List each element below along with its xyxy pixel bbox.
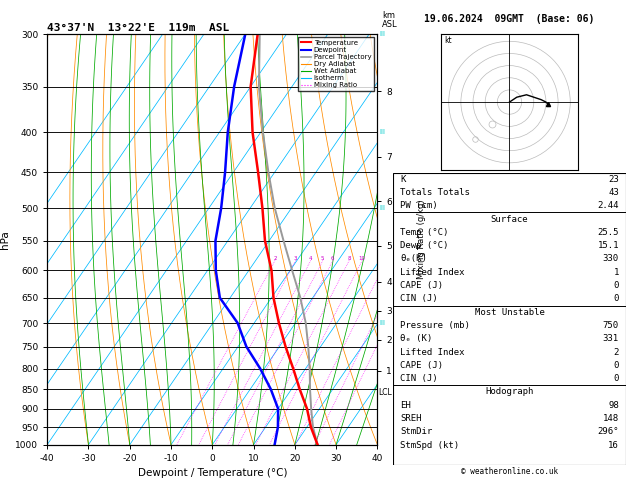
Text: PW (cm): PW (cm) <box>400 201 438 210</box>
Text: LCL: LCL <box>379 388 392 397</box>
Text: lll: lll <box>379 320 386 326</box>
Text: 331: 331 <box>603 334 619 343</box>
Text: K: K <box>400 174 406 184</box>
Text: km
ASL: km ASL <box>382 11 398 29</box>
Text: CAPE (J): CAPE (J) <box>400 361 443 370</box>
Text: θₑ(K): θₑ(K) <box>400 255 427 263</box>
Text: Temp (°C): Temp (°C) <box>400 228 448 237</box>
Text: Lifted Index: Lifted Index <box>400 268 465 277</box>
Text: CAPE (J): CAPE (J) <box>400 281 443 290</box>
Text: SREH: SREH <box>400 414 421 423</box>
Text: 750: 750 <box>603 321 619 330</box>
Text: 1: 1 <box>613 268 619 277</box>
Text: kt: kt <box>444 36 452 46</box>
Text: 15.1: 15.1 <box>598 241 619 250</box>
Text: 2: 2 <box>273 256 277 260</box>
X-axis label: Dewpoint / Temperature (°C): Dewpoint / Temperature (°C) <box>138 469 287 478</box>
Text: Lifted Index: Lifted Index <box>400 347 465 357</box>
Text: 43°37'N  13°22'E  119m  ASL: 43°37'N 13°22'E 119m ASL <box>47 23 230 33</box>
Legend: Temperature, Dewpoint, Parcel Trajectory, Dry Adiabat, Wet Adiabat, Isotherm, Mi: Temperature, Dewpoint, Parcel Trajectory… <box>298 37 374 90</box>
Text: 148: 148 <box>603 414 619 423</box>
Text: 0: 0 <box>613 374 619 383</box>
Text: 25.5: 25.5 <box>598 228 619 237</box>
Text: 0: 0 <box>613 281 619 290</box>
Text: EH: EH <box>400 401 411 410</box>
Text: 5: 5 <box>321 256 325 260</box>
Text: 2: 2 <box>613 347 619 357</box>
Text: 2.44: 2.44 <box>598 201 619 210</box>
Text: 43: 43 <box>608 188 619 197</box>
Text: Most Unstable: Most Unstable <box>474 308 545 317</box>
Text: lll: lll <box>379 129 386 135</box>
Text: 10: 10 <box>359 256 365 260</box>
Text: 0: 0 <box>613 361 619 370</box>
Text: Totals Totals: Totals Totals <box>400 188 470 197</box>
Text: θₑ (K): θₑ (K) <box>400 334 432 343</box>
Text: 296°: 296° <box>598 427 619 436</box>
Text: 23: 23 <box>608 174 619 184</box>
Text: 4: 4 <box>309 256 313 260</box>
Text: StmDir: StmDir <box>400 427 432 436</box>
Text: 0: 0 <box>613 295 619 303</box>
Text: 6: 6 <box>331 256 335 260</box>
Text: 98: 98 <box>608 401 619 410</box>
Text: lll: lll <box>379 31 386 37</box>
Text: 8: 8 <box>347 256 351 260</box>
Y-axis label: hPa: hPa <box>0 230 9 249</box>
Text: 330: 330 <box>603 255 619 263</box>
Text: lll: lll <box>379 205 386 211</box>
Text: © weatheronline.co.uk: © weatheronline.co.uk <box>461 467 558 476</box>
Text: Dewp (°C): Dewp (°C) <box>400 241 448 250</box>
Text: 3: 3 <box>294 256 298 260</box>
Text: Surface: Surface <box>491 215 528 224</box>
Text: StmSpd (kt): StmSpd (kt) <box>400 441 459 450</box>
Text: Pressure (mb): Pressure (mb) <box>400 321 470 330</box>
Y-axis label: Mixing Ratio (g/kg): Mixing Ratio (g/kg) <box>417 200 426 279</box>
Text: CIN (J): CIN (J) <box>400 374 438 383</box>
Text: CIN (J): CIN (J) <box>400 295 438 303</box>
Text: 19.06.2024  09GMT  (Base: 06): 19.06.2024 09GMT (Base: 06) <box>425 14 594 24</box>
Text: 16: 16 <box>608 441 619 450</box>
Text: Hodograph: Hodograph <box>486 387 533 397</box>
